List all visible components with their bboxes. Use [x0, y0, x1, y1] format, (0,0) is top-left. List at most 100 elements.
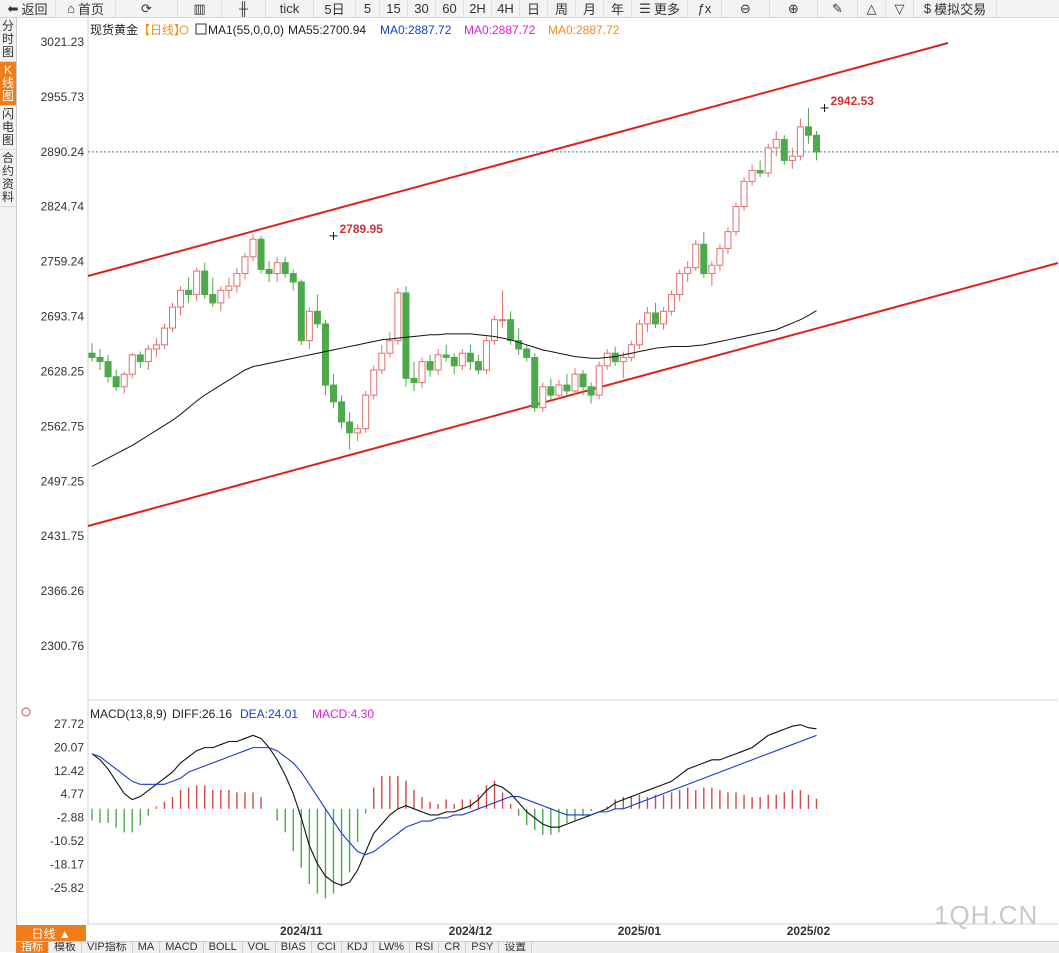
home-icon: ⌂: [67, 1, 75, 16]
candle-body: [144, 348, 152, 363]
candle-body: [362, 394, 370, 430]
candle-body: [201, 270, 209, 296]
indicator-tab-cr[interactable]: CR: [439, 942, 467, 953]
candlestick-series: [88, 107, 820, 450]
toolbar-item-triangle-up[interactable]: △: [858, 0, 886, 17]
y-tick-label: 2562.75: [41, 419, 85, 433]
toolbar-item-triangle-down[interactable]: ▽: [886, 0, 914, 17]
toolbar-item-zoom-out[interactable]: ⊖: [722, 0, 770, 17]
indicator-tab-vip[interactable]: VIP指标: [82, 942, 133, 953]
candle-body: [700, 243, 708, 275]
toolbar-item-5日[interactable]: 5日: [314, 0, 356, 17]
toolbar-item-refresh[interactable]: ⟳: [116, 0, 178, 17]
toolbar-item-tick[interactable]: tick: [266, 0, 314, 17]
indicator-tab-[interactable]: 设置: [499, 942, 533, 953]
toolbar-item-月[interactable]: 月: [576, 0, 604, 17]
macd-y-tick-label: -10.52: [50, 834, 84, 848]
candle-body: [217, 289, 225, 304]
toolbar-item-年[interactable]: 年: [604, 0, 632, 17]
toolbar-item-label: 5: [363, 1, 372, 16]
candle-body: [88, 352, 96, 358]
side-tab-2[interactable]: 闪电图: [0, 106, 16, 150]
toolbar-item-label: 月: [582, 2, 596, 17]
y-tick-label: 2431.75: [41, 529, 85, 543]
price-annotation-label: 2789.95: [340, 222, 384, 236]
period-selector-button[interactable]: 日线 ▲: [16, 925, 86, 941]
toolbar-item-更多[interactable]: ☰ 更多: [632, 0, 688, 17]
indicator-tab-rsi[interactable]: RSI: [410, 942, 440, 953]
candle-body: [233, 273, 241, 287]
price-annotation-label: 2942.53: [831, 94, 875, 108]
candle-body: [305, 310, 313, 342]
ma55-line: [91, 310, 817, 467]
dollar-icon: $: [923, 1, 932, 16]
candle-body: [756, 169, 764, 174]
candle-body: [499, 319, 507, 322]
toolbar-item-周[interactable]: 周: [548, 0, 576, 17]
indicator-tab-cci[interactable]: CCI: [312, 942, 342, 953]
toolbar-item-60[interactable]: 60: [436, 0, 464, 17]
candle-body: [386, 340, 394, 354]
x-tick-label: 2025/02: [787, 924, 831, 938]
indicator-tab-vol[interactable]: VOL: [243, 942, 276, 953]
toolbar-item-candlestick[interactable]: ╫: [222, 0, 266, 17]
x-axis-labels: 2024/11 2024/12 2025/01 2025/02: [280, 924, 831, 938]
indicator-tab-bar: 指标 模板 VIP指标 MA MACD BOLL VOL BIAS CCI KDJ LW% RSI CR…: [16, 941, 1059, 953]
dea-line: [91, 734, 817, 856]
y-tick-label: 2366.26: [41, 584, 85, 598]
indicator-tab-[interactable]: 模板: [49, 942, 82, 953]
trend-channel: [87, 42, 1059, 527]
indicator-tab-macd[interactable]: MACD: [160, 942, 204, 953]
candle-body: [523, 348, 531, 358]
toolbar-item-4H[interactable]: 4H: [492, 0, 520, 17]
indicator-tab-bias[interactable]: BIAS: [276, 942, 312, 953]
toolbar-item-2H[interactable]: 2H: [464, 0, 492, 17]
candle-body: [507, 319, 515, 342]
candle-body: [225, 285, 233, 291]
candle-body: [160, 327, 168, 346]
indicator-tab-[interactable]: 指标: [16, 942, 49, 953]
indicator-tab-lw[interactable]: LW%: [374, 942, 411, 953]
main-legend-item: MA0:2887.72: [380, 23, 452, 37]
channel-upper-line: [87, 42, 949, 277]
candle-body: [177, 289, 185, 308]
candle-body: [708, 264, 716, 275]
toolbar-item-label: 日: [526, 2, 540, 17]
candle-body: [643, 312, 651, 325]
toolbar-item-label: 年: [610, 2, 624, 17]
toolbar-item-bar-chart[interactable]: ▥: [178, 0, 222, 17]
macd-y-tick-label: 4.77: [61, 787, 85, 801]
toolbar-item-5[interactable]: 5: [356, 0, 380, 17]
candle-body: [209, 294, 217, 304]
toolbar-item-15[interactable]: 15: [380, 0, 408, 17]
legends: 现货黄金 【日线】 MA1(55,0,0,0) MA55:2700.94 MA0:288…: [21, 22, 620, 721]
indicator-tab-kdj[interactable]: KDJ: [342, 942, 374, 953]
candle-body: [724, 231, 732, 249]
toolbar: ⬅ 返回 ⌂ 首页 ⟳ ▥ ╫ tick 5日 5 15 30 60 2H 4H 日周月年 ☰ 更多 ƒx ⊖ ⊕ ✎ △ ▽…: [0, 0, 1059, 18]
toolbar-item-zoom-in[interactable]: ⊕: [770, 0, 818, 17]
indicator-tab-ma[interactable]: MA: [133, 942, 161, 953]
side-tab-3[interactable]: 合约资料: [0, 150, 16, 207]
toolbar-item-label: 15: [386, 1, 401, 16]
candle-body: [692, 243, 700, 269]
indicator-tab-psy[interactable]: PSY: [466, 942, 500, 953]
toolbar-item-返回[interactable]: ⬅ 返回: [0, 0, 56, 17]
candle-body: [813, 134, 820, 153]
candle-body: [796, 126, 804, 157]
candle-body: [531, 356, 539, 409]
toolbar-item-30[interactable]: 30: [408, 0, 436, 17]
toolbar-item-draw-pen[interactable]: ✎: [818, 0, 858, 17]
toolbar-item-首页[interactable]: ⌂ 首页: [56, 0, 116, 17]
toolbar-item-label: 5日: [324, 2, 345, 17]
candle-body: [257, 238, 265, 270]
toolbar-item-模拟交易[interactable]: $ 模拟交易: [914, 0, 997, 17]
indicator-tab-boll[interactable]: BOLL: [204, 942, 243, 953]
candle-body: [241, 256, 249, 275]
candle-body: [740, 180, 748, 208]
side-tab-0[interactable]: 分时图: [0, 18, 16, 62]
toolbar-item-formula[interactable]: ƒx: [688, 0, 722, 17]
toolbar-item-日[interactable]: 日: [520, 0, 548, 17]
candle-body: [426, 361, 434, 371]
macd-legend-item: DIFF:26.16: [172, 707, 232, 721]
